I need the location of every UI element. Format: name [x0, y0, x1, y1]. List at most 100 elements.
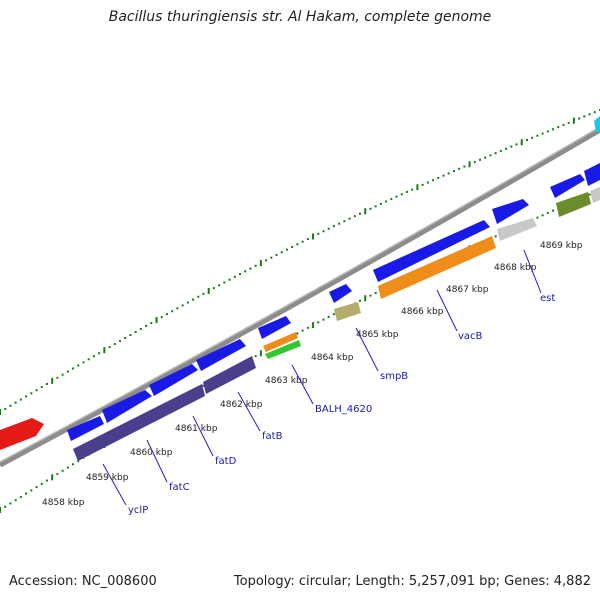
gene-arrow-red[interactable]: [0, 418, 44, 450]
tick-dot: [202, 384, 205, 387]
tick-dot: [233, 275, 236, 278]
tick-dot: [557, 126, 560, 129]
tick-dot: [327, 227, 330, 230]
tick-dot: [45, 479, 48, 482]
gene-arrow-cyan[interactable]: [594, 116, 600, 132]
tick-dot: [541, 214, 544, 217]
tick-mark-major: [416, 184, 419, 191]
tick-dot: [9, 404, 12, 407]
tick-dot: [489, 154, 492, 157]
gene-arrow-cds[interactable]: [584, 163, 600, 186]
tick-dot: [98, 352, 101, 355]
tick-mark-major: [103, 347, 106, 354]
gene-arrow-gray[interactable]: [497, 218, 537, 241]
tick-mark-major: [572, 117, 575, 124]
gene-arrow-cds[interactable]: [329, 284, 352, 303]
tick-dot: [150, 322, 153, 325]
tick-dot: [77, 460, 80, 463]
gene-arrow-purple[interactable]: [203, 356, 256, 394]
tick-dot: [546, 211, 549, 214]
gene-arrow-khaki[interactable]: [334, 302, 361, 321]
gene-arrow-olive[interactable]: [556, 192, 591, 217]
tick-mark-major: [259, 260, 262, 267]
tick-dot: [306, 238, 309, 241]
kbp-label: 4862 kbp: [220, 400, 263, 410]
gene-arrow-purple[interactable]: [73, 384, 205, 461]
tick-dot: [291, 245, 294, 248]
gene-label-fatD[interactable]: fatD: [215, 456, 237, 467]
tick-dot: [338, 222, 341, 225]
gene-label-BALH_4620[interactable]: BALH_4620: [315, 404, 372, 415]
tick-dot: [494, 152, 497, 155]
kbp-label: 4864 kbp: [311, 353, 354, 363]
tick-dot: [134, 330, 137, 333]
tick-dot: [56, 473, 59, 476]
gene-arrow-cds[interactable]: [550, 174, 585, 198]
tick-dot: [546, 130, 549, 133]
tick-dot: [531, 136, 534, 139]
gene-arrow-gray[interactable]: [590, 187, 600, 203]
tick-dot: [353, 215, 356, 218]
tick-mark-major: [51, 474, 54, 481]
tick-dot: [588, 193, 591, 196]
tick-dot: [45, 382, 48, 385]
tick-mark-major: [468, 161, 471, 168]
tick-dot: [369, 294, 372, 297]
tick-dot: [228, 278, 231, 281]
tick-dot: [19, 495, 22, 498]
tick-dot: [536, 134, 539, 137]
tick-dot: [505, 147, 508, 150]
tick-dot: [25, 492, 28, 495]
gene-arrow-cds[interactable]: [102, 390, 152, 423]
gene-arrow-cds[interactable]: [149, 364, 198, 396]
kbp-label: 4865 kbp: [356, 330, 399, 340]
gene-arrow-green[interactable]: [265, 340, 301, 359]
tick-dot: [285, 248, 288, 251]
kbp-label: 4868 kbp: [494, 263, 537, 273]
tick-dot: [14, 401, 17, 404]
tick-dot: [72, 367, 75, 370]
gene-label-yclP[interactable]: yclP: [128, 505, 148, 516]
tick-mark-major: [155, 317, 158, 324]
tick-dot: [510, 145, 513, 148]
tick-dot: [426, 181, 429, 184]
tick-dot: [254, 355, 257, 358]
gene-arrow-orange[interactable]: [378, 236, 496, 299]
tick-dot: [348, 217, 351, 220]
tick-dot: [322, 230, 325, 233]
gene-arrow-cds[interactable]: [258, 316, 291, 339]
tick-dot: [494, 235, 497, 238]
gene-label-est[interactable]: est: [540, 293, 555, 304]
gene-label-fatB[interactable]: fatB: [262, 431, 283, 442]
gene-arrow-cds[interactable]: [196, 339, 246, 371]
gene-arrow-cds[interactable]: [67, 416, 104, 441]
gene-arrow-orange[interactable]: [263, 332, 298, 352]
tick-dot: [145, 325, 148, 328]
tick-dot: [160, 316, 163, 319]
gene-blocks: [0, 116, 600, 461]
backbone: [0, 126, 600, 468]
tick-dot: [343, 220, 346, 223]
tick-dot: [223, 281, 226, 284]
tick-dot: [19, 398, 22, 401]
tick-dot: [301, 240, 304, 243]
tick-dot: [421, 183, 424, 186]
tick-dot: [218, 284, 221, 287]
tick-mark-major: [0, 507, 1, 513]
tick-dot: [25, 395, 28, 398]
gene-label-fatC[interactable]: fatC: [169, 482, 190, 493]
kbp-label: 4869 kbp: [540, 241, 583, 251]
gene-arrow-cds[interactable]: [492, 199, 529, 224]
tick-dot: [484, 156, 487, 159]
gene-label-smpB[interactable]: smpB: [380, 371, 408, 382]
tick-dot: [270, 256, 273, 259]
map-title: Bacillus thuringiensis str. Al Hakam, co…: [108, 9, 492, 25]
tick-dot: [374, 292, 377, 295]
tick-dot: [40, 482, 43, 485]
gene-label-vacB[interactable]: vacB: [458, 331, 483, 342]
tick-dot: [473, 161, 476, 164]
gene-arrow-cds[interactable]: [373, 220, 490, 282]
tick-dot: [463, 165, 466, 168]
tick-dot: [82, 361, 85, 364]
tick-dot: [578, 117, 581, 120]
